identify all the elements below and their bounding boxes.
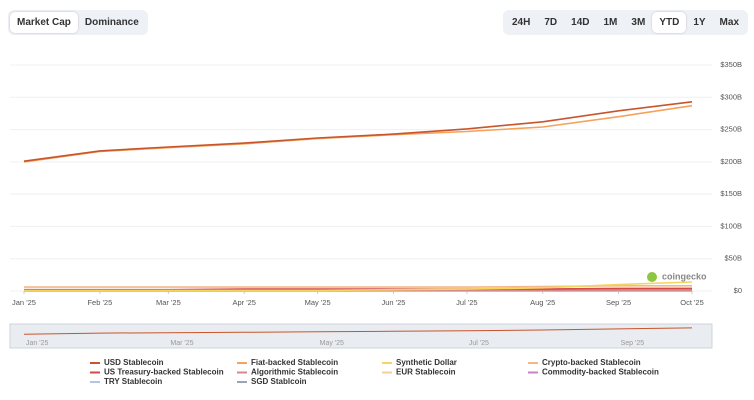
series-line xyxy=(23,101,693,162)
navigator-label: Jan '25 xyxy=(26,340,48,347)
y-tick-label: $250B xyxy=(720,125,742,134)
x-tick-label: Jan '25 xyxy=(12,298,36,307)
legend-label: Commodity-backed Stablecoin xyxy=(542,368,659,377)
legend-label: Fiat-backed Stablecoin xyxy=(251,358,338,367)
y-tick-label: $150B xyxy=(720,189,742,198)
series-line xyxy=(24,281,693,292)
navigator-label: Sep '25 xyxy=(621,340,645,347)
y-tick-label: $350B xyxy=(720,60,742,69)
x-tick-label: May '25 xyxy=(305,298,331,307)
tab-button[interactable]: 3M xyxy=(631,17,646,28)
tab-button[interactable]: 14D xyxy=(571,17,590,28)
tab-button[interactable]: YTD xyxy=(652,12,687,33)
x-tick-label: Jul '25 xyxy=(456,298,477,307)
legend-label: Algorithmic Stablecoin xyxy=(251,368,338,377)
x-tick-label: Feb '25 xyxy=(87,298,112,307)
tab-button[interactable]: Market Cap xyxy=(10,12,78,33)
tab-button[interactable]: Dominance xyxy=(84,17,139,28)
tab-button[interactable]: 1Y xyxy=(693,17,706,28)
x-tick-label: Aug '25 xyxy=(530,298,555,307)
navigator-line xyxy=(23,327,693,335)
x-tick-label: Apr '25 xyxy=(232,298,256,307)
x-tick-label: Oct '25 xyxy=(680,298,704,307)
x-tick-label: Sep '25 xyxy=(606,298,631,307)
y-tick-label: $300B xyxy=(720,92,742,101)
legend-label: Crypto-backed Stablecoin xyxy=(542,358,641,367)
legend-label: SGD Stablcoin xyxy=(251,377,307,386)
navigator-label: Mar '25 xyxy=(170,340,193,347)
legend-label: Synthetic Dollar xyxy=(396,358,457,367)
tab-button[interactable]: 1M xyxy=(603,17,618,28)
tab-button[interactable]: 24H xyxy=(511,17,531,28)
y-tick-label: $100B xyxy=(720,221,742,230)
navigator xyxy=(9,323,713,349)
watermark-logo xyxy=(647,272,657,282)
navigator-label: Jul '25 xyxy=(469,340,489,347)
legend-label: US Treasury-backed Stablecoin xyxy=(104,368,224,377)
legend-label: TRY Stablecoin xyxy=(104,377,162,386)
legend-label: EUR Stablecoin xyxy=(396,368,456,377)
tab-button[interactable]: 7D xyxy=(544,17,558,28)
tab-button[interactable]: Max xyxy=(719,17,739,28)
y-tick-label: $50B xyxy=(724,254,742,263)
navigator-label: May '25 xyxy=(320,340,344,347)
y-tick-label: $200B xyxy=(720,157,742,166)
legend: USD Stablecoin Fiat-backed Stablecoin Synt… xyxy=(90,358,659,386)
range-tabs: 24H 7D 14D 1M 3M YTD 1Y Max xyxy=(502,10,748,35)
x-tick-label: Jun '25 xyxy=(382,298,406,307)
view-tabs: Market Cap Dominance xyxy=(8,10,148,35)
y-tick-label: $0 xyxy=(734,286,742,295)
legend-label: USD Stablecoin xyxy=(104,358,164,367)
watermark: coingecko xyxy=(662,271,707,281)
x-tick-label: Mar '25 xyxy=(156,298,181,307)
